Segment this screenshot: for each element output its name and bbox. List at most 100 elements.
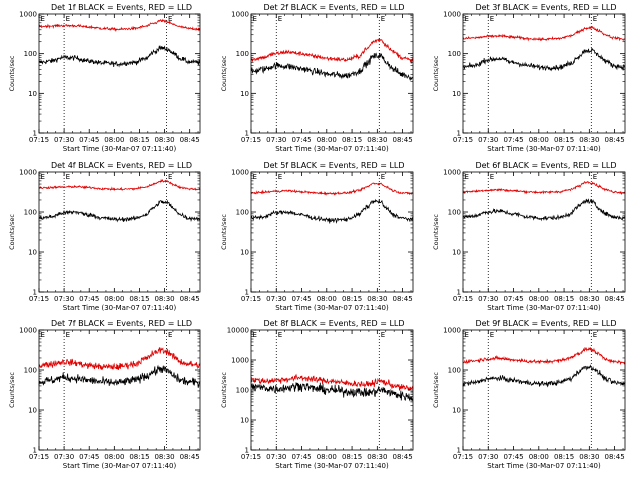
- x-axis-label: Start Time (30-Mar-07 07:11:40): [487, 145, 601, 153]
- x-tick-label: 07:45: [79, 453, 99, 461]
- x-tick-label: 07:15: [29, 453, 49, 461]
- marker-label: E: [490, 173, 494, 181]
- x-axis-label: Start Time (30-Mar-07 07:11:40): [63, 462, 177, 470]
- x-tick-label: 07:45: [503, 136, 523, 144]
- marker-label: E: [66, 331, 70, 339]
- x-tick-label: 08:30: [367, 295, 387, 303]
- x-tick-label: 08:30: [154, 295, 174, 303]
- y-tick-label: 1000: [231, 11, 249, 19]
- panel-title: Det 1f BLACK = Events, RED = LLD: [51, 3, 192, 12]
- x-tick-label: 08:30: [579, 453, 599, 461]
- marker-label: E: [41, 173, 45, 181]
- y-tick-label: 1000: [231, 169, 249, 177]
- x-tick-label: 08:00: [104, 453, 124, 461]
- series-lld-line: [463, 182, 625, 194]
- series-events-line: [251, 382, 413, 400]
- x-tick-label: 08:00: [104, 295, 124, 303]
- x-tick-label: 07:30: [478, 295, 498, 303]
- x-tick-label: 07:45: [79, 136, 99, 144]
- marker-label: E: [381, 15, 385, 23]
- x-tick-label: 08:00: [317, 295, 337, 303]
- panel-title: Det 5f BLACK = Events, RED = LLD: [263, 161, 404, 170]
- x-tick-label: 08:15: [129, 295, 149, 303]
- series-events-line: [251, 199, 413, 223]
- x-tick-label: 08:45: [180, 136, 200, 144]
- y-tick-label: 10: [452, 407, 461, 415]
- series-events-line: [463, 49, 625, 71]
- marker-label: E: [278, 173, 282, 181]
- x-tick-label: 08:00: [104, 136, 124, 144]
- x-tick-label: 08:45: [605, 136, 625, 144]
- marker-label: E: [490, 331, 494, 339]
- x-tick-label: 07:30: [266, 453, 286, 461]
- marker-label: E: [41, 331, 45, 339]
- x-tick-label: 08:30: [579, 295, 599, 303]
- y-axis-label: Counts/sec: [220, 372, 228, 408]
- panel-title: Det 6f BLACK = Events, RED = LLD: [475, 161, 616, 170]
- y-axis-label: Counts/sec: [432, 214, 440, 250]
- series-lld-line: [463, 27, 625, 40]
- panel-title: Det 9f BLACK = Events, RED = LLD: [475, 319, 616, 328]
- series-lld-line: [39, 348, 200, 370]
- y-tick-label: 1000: [19, 169, 37, 177]
- plot-frame: [39, 14, 200, 133]
- x-tick-label: 08:00: [317, 136, 337, 144]
- x-tick-label: 08:30: [367, 453, 387, 461]
- x-tick-label: 08:15: [342, 295, 362, 303]
- y-tick-label: 100: [236, 209, 249, 217]
- series-events-line: [251, 53, 413, 80]
- y-axis-label: Counts/sec: [220, 55, 228, 91]
- y-tick-label: 1000: [443, 169, 461, 177]
- x-axis-label: Start Time (30-Mar-07 07:11:40): [63, 145, 177, 153]
- marker-label: E: [593, 331, 597, 339]
- marker-label: E: [66, 173, 70, 181]
- y-tick-label: 100: [24, 50, 37, 58]
- marker-label: E: [41, 15, 45, 23]
- marker-label: E: [465, 331, 469, 339]
- plot-frame: [463, 330, 625, 450]
- panel-title: Det 8f BLACK = Events, RED = LLD: [263, 319, 404, 328]
- y-tick-label: 10: [28, 407, 37, 415]
- y-tick-label: 100: [24, 209, 37, 217]
- panel-7: Det 7f BLACK = Events, RED = LLD E E E 1 10 10…: [8, 319, 200, 470]
- panel-title: Det 2f BLACK = Events, RED = LLD: [263, 3, 404, 12]
- x-tick-label: 07:30: [478, 136, 498, 144]
- y-tick-label: 100: [448, 209, 461, 217]
- y-tick-label: 10: [452, 90, 461, 98]
- x-tick-label: 07:15: [29, 295, 49, 303]
- y-tick-label: 100: [24, 367, 37, 375]
- series-lld-line: [39, 180, 200, 190]
- marker-label: E: [593, 173, 597, 181]
- marker-label: E: [168, 331, 172, 339]
- x-tick-label: 08:15: [342, 136, 362, 144]
- panel-1: Det 1f BLACK = Events, RED = LLD E E E 1 10 10…: [8, 3, 200, 153]
- marker-label: E: [465, 15, 469, 23]
- x-tick-label: 07:45: [291, 136, 311, 144]
- marker-label: E: [593, 15, 597, 23]
- x-axis-label: Start Time (30-Mar-07 07:11:40): [275, 145, 389, 153]
- x-tick-label: 07:30: [54, 453, 74, 461]
- x-tick-label: 08:30: [154, 453, 174, 461]
- x-tick-label: 07:15: [241, 453, 261, 461]
- x-tick-label: 07:30: [266, 295, 286, 303]
- x-tick-label: 08:15: [554, 453, 574, 461]
- y-tick-label: 100: [448, 50, 461, 58]
- y-tick-label: 10: [452, 249, 461, 257]
- panel-3: Det 3f BLACK = Events, RED = LLD E E E 1 10 10…: [432, 3, 625, 153]
- x-tick-label: 07:45: [291, 453, 311, 461]
- x-axis-label: Start Time (30-Mar-07 07:11:40): [275, 304, 389, 312]
- marker-label: E: [278, 331, 282, 339]
- y-axis-label: Counts/sec: [432, 55, 440, 91]
- x-tick-label: 08:30: [367, 136, 387, 144]
- series-events-line: [463, 366, 625, 387]
- x-tick-label: 08:15: [129, 136, 149, 144]
- x-tick-label: 07:15: [453, 136, 473, 144]
- series-events-line: [39, 201, 200, 222]
- x-tick-label: 08:00: [317, 453, 337, 461]
- x-tick-label: 07:30: [54, 136, 74, 144]
- y-axis-label: Counts/sec: [8, 55, 16, 91]
- series-lld-line: [251, 183, 413, 195]
- x-tick-label: 08:45: [180, 295, 200, 303]
- marker-label: E: [381, 331, 385, 339]
- series-lld-line: [463, 347, 625, 364]
